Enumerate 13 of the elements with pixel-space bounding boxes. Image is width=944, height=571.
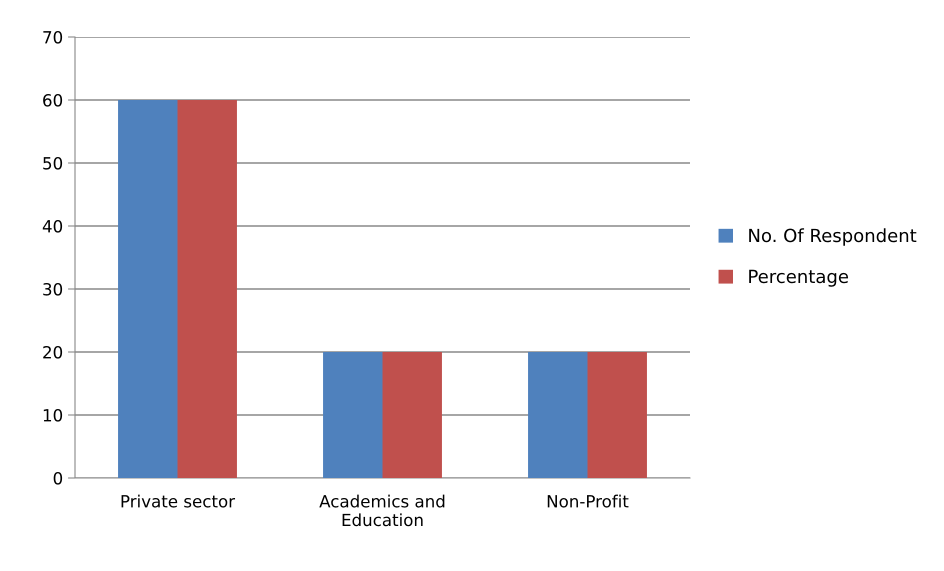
y-tick-label: 50	[43, 156, 62, 170]
y-tick-label: 0	[54, 472, 62, 485]
x-tick-label: Non-Profit	[548, 494, 628, 508]
legend-label: No. Of Respondent	[749, 228, 916, 246]
x-tick-label: Academics and Education	[319, 494, 444, 526]
y-tick-label: 30	[43, 282, 62, 296]
x-tick-label: Private sector	[122, 494, 236, 508]
legend-label: Percentage	[749, 270, 848, 287]
y-tick-label: 60	[43, 94, 62, 107]
y-tick-label: 10	[44, 408, 62, 422]
y-tick-label: 70	[43, 30, 62, 44]
y-tick-label: 20	[43, 346, 62, 359]
y-tick-label: 40	[42, 220, 62, 233]
